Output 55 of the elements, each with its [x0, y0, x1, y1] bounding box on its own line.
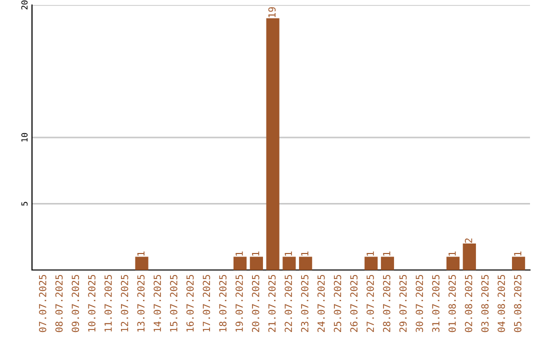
x-tick-label: 20.07.2025	[252, 274, 260, 332]
data-label: 1	[252, 252, 260, 256]
data-label: 2	[464, 238, 472, 243]
x-tick-label: 05.08.2025	[514, 274, 522, 332]
bar	[299, 256, 312, 270]
x-tick-label: 14.07.2025	[154, 274, 161, 332]
x-tick-label: 22.07.2025	[284, 274, 292, 332]
bar	[364, 256, 378, 270]
x-tick-label: 02.08.2025	[464, 274, 472, 332]
bar	[233, 256, 247, 270]
bar	[266, 18, 280, 270]
x-tick-label: 11.07.2025	[104, 274, 112, 332]
x-tick-label: 15.07.2025	[170, 274, 178, 332]
x-tick-label: 17.07.2025	[202, 274, 210, 332]
x-tick-label: 25.07.2025	[334, 274, 342, 332]
data-label: 1	[366, 252, 374, 256]
data-label: 1	[301, 252, 308, 256]
data-label: 1	[236, 252, 243, 256]
x-tick-label: 04.08.2025	[498, 274, 505, 332]
bar	[446, 256, 460, 270]
y-tick-label: 5	[21, 202, 28, 206]
bar	[250, 256, 263, 270]
data-label: 1	[448, 252, 456, 256]
bar	[282, 256, 296, 270]
data-label: 1	[514, 252, 522, 256]
y-tick-label: 20	[21, 0, 28, 10]
data-label: 1	[284, 252, 292, 256]
x-tick-label: 10.07.2025	[88, 274, 96, 332]
x-tick-label: 31.07.2025	[432, 274, 440, 332]
x-tick-label: 08.07.2025	[55, 274, 63, 332]
data-label: 1	[137, 252, 144, 256]
x-tick-label: 29.07.2025	[399, 274, 407, 332]
x-tick-label: 18.07.2025	[219, 274, 227, 332]
bar	[462, 244, 476, 270]
x-tick-label: 01.08.2025	[448, 274, 456, 332]
x-tick-label: 23.07.2025	[301, 274, 308, 332]
bar	[512, 256, 526, 270]
data-label: 1	[383, 252, 390, 256]
bar	[135, 256, 148, 270]
bar	[380, 256, 394, 270]
x-tick-label: 07.07.2025	[38, 274, 46, 332]
x-tick-label: 19.07.2025	[236, 274, 243, 332]
x-tick-label: 28.07.2025	[382, 274, 390, 332]
x-tick-label: 12.07.2025	[120, 274, 128, 332]
x-tick-label: 09.07.2025	[72, 274, 80, 332]
x-tick-label: 30.07.2025	[416, 274, 424, 332]
x-tick-label: 16.07.2025	[186, 274, 194, 332]
x-tick-label: 27.07.2025	[366, 274, 374, 332]
x-tick-label: 26.07.2025	[350, 274, 358, 332]
x-tick-label: 21.07.2025	[268, 274, 276, 332]
x-tick-label: 13.07.2025	[137, 274, 145, 332]
x-tick-label: 24.07.2025	[317, 274, 325, 332]
data-label: 19	[268, 7, 276, 18]
y-tick-label: 10	[21, 133, 28, 142]
x-tick-label: 03.08.2025	[481, 274, 489, 332]
